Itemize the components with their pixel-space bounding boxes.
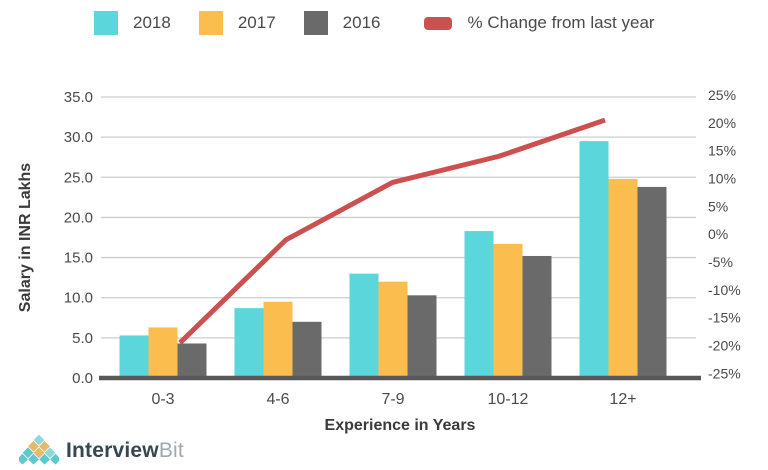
x-tick-label-7-9: 7-9: [381, 391, 404, 408]
bar-2016-7-9: [407, 295, 437, 378]
bar-2017-7-9: [378, 281, 408, 378]
x-axis-ticks: 0-3 4-6 7-9 10-12 12+: [151, 391, 636, 408]
legend-item-2018: 2018: [94, 11, 171, 35]
legend-item-2017: 2017: [198, 11, 276, 35]
legend-item--change-from-last-year: % Change from last year: [424, 13, 655, 33]
logo-diamond: [19, 453, 28, 465]
bar-2018-10-12: [464, 231, 494, 378]
y-right-tick-label: 25%: [708, 87, 736, 103]
y-right-tick-label: -5%: [708, 254, 733, 270]
logo-diamond: [28, 441, 39, 452]
interviewbit-logo-icon: [19, 434, 59, 465]
y-right-tick-label: 20%: [708, 115, 736, 131]
legend-swatch-2016: [303, 11, 328, 35]
bars-2017: [148, 178, 638, 378]
y-right-tick-label: 0%: [708, 226, 728, 242]
bar-2018-4-6: [234, 308, 264, 378]
chart-legend: 2018 2017 2016 % Change from last year: [94, 11, 683, 35]
logo-diamond: [44, 447, 56, 459]
bar-2016-0-3: [177, 343, 207, 378]
y-right-tick-label: -15%: [708, 310, 741, 326]
logo-diamond: [33, 447, 45, 459]
bar-2018-0-3: [119, 335, 149, 378]
bar-2016-12+: [637, 186, 667, 378]
y-left-tick-label: 15.0: [64, 250, 93, 267]
y-axis-right-ticks: 25% 20% 15% 10% 5% 0% -5% -10% -15% -20% -25%: [708, 87, 741, 381]
y-left-tick-label: 0.0: [72, 370, 93, 387]
y-left-tick-label: 25.0: [64, 169, 93, 186]
x-tick-label-12+: 12+: [609, 391, 636, 408]
y-left-tick-label: 30.0: [64, 129, 93, 146]
x-tick-label-0-3: 0-3: [151, 391, 174, 408]
pct-change-line: [178, 117, 606, 345]
bar-2018-12+: [579, 141, 609, 378]
bar-2017-0-3: [148, 327, 178, 378]
legend-label: % Change from last year: [467, 13, 655, 32]
y-axis-left-ticks: 35.0 30.0 25.0 20.0 15.0 10.0 5.0 0.0: [64, 89, 93, 387]
logo-text-secondary: Bit: [158, 438, 184, 462]
logo-diamond: [50, 453, 59, 465]
legend-swatch-line: [424, 16, 453, 30]
bars-2016: [177, 186, 667, 378]
y-right-tick-label: 5%: [708, 198, 728, 214]
y-left-tick-label: 35.0: [64, 89, 93, 106]
legend-label: 2016: [342, 13, 381, 32]
bar-2017-10-12: [493, 243, 523, 378]
y-left-tick-label: 5.0: [72, 330, 93, 347]
logo-diamond: [22, 447, 34, 459]
x-tick-label-4-6: 4-6: [266, 391, 289, 408]
bars-2018: [119, 141, 609, 378]
logo-diamond: [28, 453, 39, 465]
bar-2017-12+: [608, 178, 638, 378]
legend-label: 2017: [237, 13, 276, 32]
y-right-tick-label: 10%: [708, 171, 736, 187]
interviewbit-logo-text: InterviewBit: [66, 439, 184, 463]
x-axis-title: Experience in Years: [325, 417, 476, 434]
logo-diamond: [39, 441, 50, 452]
logo-text-primary: Interview: [66, 438, 159, 462]
bar-2016-4-6: [292, 321, 322, 378]
y-right-tick-label: 15%: [708, 143, 736, 159]
y-axis-title: Salary in INR Lakhs: [17, 163, 34, 312]
bar-2018-7-9: [349, 273, 379, 378]
bar-2017-4-6: [263, 301, 293, 378]
interviewbit-logo: InterviewBit: [19, 434, 184, 467]
legend-swatch-2017: [198, 11, 223, 35]
x-tick-label-10-12: 10-12: [488, 391, 529, 408]
logo-diamond: [39, 453, 50, 465]
y-left-tick-label: 20.0: [64, 209, 93, 226]
y-right-tick-label: -25%: [708, 365, 741, 381]
legend-swatch-2018: [94, 11, 118, 35]
legend-label: 2018: [133, 13, 171, 32]
y-left-tick-label: 10.0: [64, 290, 93, 307]
legend-item-2016: 2016: [303, 11, 381, 35]
y-right-tick-label: -20%: [708, 338, 741, 354]
bar-2016-10-12: [522, 255, 552, 378]
y-right-tick-label: -10%: [708, 282, 741, 298]
